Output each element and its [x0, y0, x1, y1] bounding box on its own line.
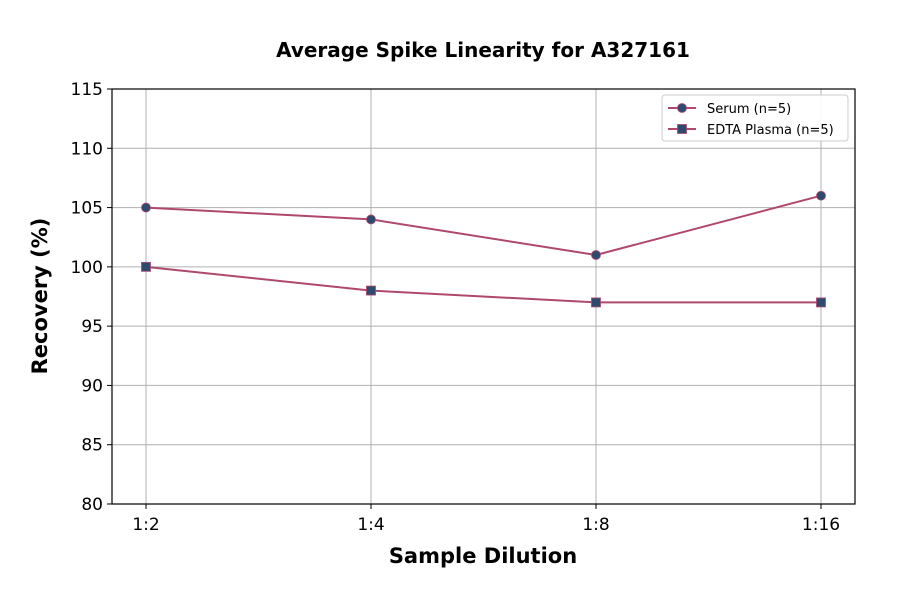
- x-tick-label: 1:2: [132, 515, 159, 535]
- data-point-square: [591, 297, 601, 308]
- data-point-circle: [366, 214, 376, 225]
- y-tick-label: 80: [81, 495, 103, 515]
- y-tick-label: 105: [71, 199, 103, 219]
- y-axis-label: Recovery (%): [28, 218, 52, 375]
- y-tick-label: 90: [81, 376, 103, 396]
- data-point-square: [816, 297, 826, 308]
- legend: Serum (n=5) EDTA Plasma (n=5): [661, 94, 849, 142]
- legend-label: EDTA Plasma (n=5): [707, 123, 834, 138]
- grid: [112, 88, 855, 505]
- data-point-circle: [591, 250, 601, 260]
- legend-marker-square: [677, 124, 687, 134]
- y-tick-label: 110: [71, 139, 103, 159]
- x-tick-label: 1:4: [357, 515, 384, 535]
- x-axis-label: Sample Dilution: [389, 544, 577, 568]
- plot-frame: [111, 88, 856, 505]
- data-point-circle: [141, 202, 151, 213]
- legend-marker-circle: [677, 103, 687, 113]
- y-tick-label: 95: [81, 317, 103, 337]
- y-tick-label: 115: [71, 80, 103, 100]
- legend-box: [661, 94, 849, 142]
- y-tick-label: 100: [71, 258, 103, 278]
- data-point-circle: [816, 190, 826, 201]
- series-group: [141, 190, 826, 308]
- series-line-0: [145, 194, 822, 257]
- tick-labels: 80 85 90 95 100 105 110 115 1:2 1:4 1:8 1:16: [71, 80, 841, 535]
- y-tick-label: 85: [81, 436, 103, 456]
- x-tick-label: 1:16: [802, 515, 840, 535]
- data-point-square: [366, 285, 376, 296]
- series-line-1: [145, 265, 821, 304]
- legend-label: Serum (n=5): [707, 102, 791, 117]
- chart-title: Average Spike Linearity for A327161: [276, 38, 690, 62]
- data-point-square: [141, 261, 151, 272]
- x-tick-label: 1:8: [582, 515, 609, 535]
